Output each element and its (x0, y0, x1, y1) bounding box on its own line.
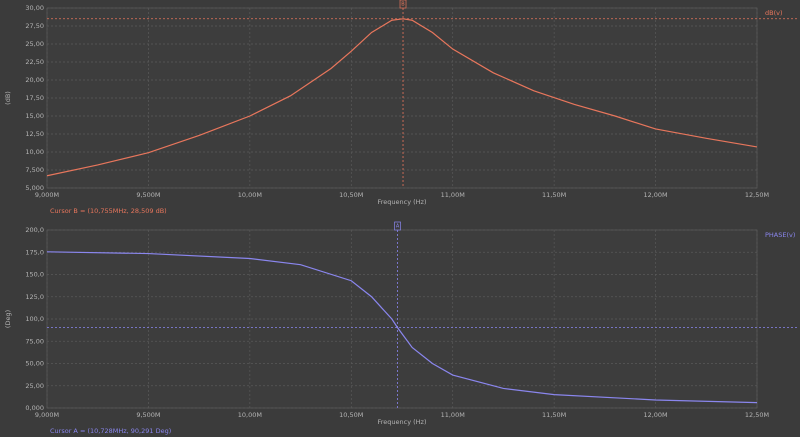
y-tick-label: 100,0 (25, 315, 44, 323)
y-tick-label: 12,50 (25, 130, 44, 138)
y-tick-label: 20,00 (25, 76, 44, 84)
cursor-flag (399, 0, 407, 9)
y-tick-label: 5,000 (25, 184, 44, 192)
y-tick-label: 7,500 (25, 166, 44, 174)
x-tick-label: 9,000M (35, 411, 59, 419)
legend-label: PHASE(v) (765, 231, 795, 239)
cursor-name: A (396, 224, 400, 230)
y-tick-label: 150,0 (25, 271, 44, 279)
x-axis-label: Frequency (Hz) (377, 418, 426, 426)
x-tick-label: 12,00M (643, 191, 667, 199)
x-tick-label: 9,500M (136, 411, 160, 419)
y-tick-label: 200,0 (25, 226, 44, 234)
plot-area (46, 229, 758, 409)
cursor-flag (394, 221, 401, 231)
x-tick-label: 10,50M (339, 191, 363, 199)
y-tick-label: 125,0 (25, 293, 44, 301)
y-tick-label: 17,50 (25, 94, 44, 102)
y-tick-label: 22,50 (25, 58, 44, 66)
x-tick-label: 12,50M (745, 191, 769, 199)
x-tick-label: 11,50M (542, 411, 566, 419)
x-tick-label: 12,00M (643, 411, 667, 419)
cursor-name: B (401, 2, 405, 8)
y-tick-label: 50,00 (25, 360, 44, 368)
y-tick-label: 10,00 (25, 148, 44, 156)
x-tick-label: 10,00M (238, 191, 262, 199)
y-tick-label: 15,00 (25, 112, 44, 120)
y-axis-label: (dB) (4, 91, 12, 105)
plot-area (46, 7, 758, 189)
y-axis-label: (Deg) (4, 310, 12, 328)
x-tick-label: 10,00M (238, 411, 262, 419)
x-tick-label: 12,50M (745, 411, 769, 419)
x-tick-label: 11,00M (441, 411, 465, 419)
legend-label: dB(v) (765, 9, 783, 17)
x-tick-label: 9,000M (35, 191, 59, 199)
x-tick-label: 11,00M (441, 191, 465, 199)
cursor-annotation: Cursor B = (10,755MHz, 28,509 dB) (50, 207, 167, 215)
y-tick-label: 25,00 (25, 382, 44, 390)
cursor-annotation: Cursor A = (10,728MHz, 90,291 Deg) (50, 427, 171, 435)
y-tick-label: 27,50 (25, 22, 44, 30)
y-tick-label: 0,000 (25, 404, 44, 412)
x-axis-label: Frequency (Hz) (377, 198, 426, 206)
x-tick-label: 11,50M (542, 191, 566, 199)
y-tick-label: 175,0 (25, 248, 44, 256)
y-tick-label: 75,00 (25, 337, 44, 345)
y-tick-label: 25,00 (25, 40, 44, 48)
y-tick-label: 30,00 (25, 4, 44, 12)
x-tick-label: 10,50M (339, 411, 363, 419)
x-tick-label: 9,500M (136, 191, 160, 199)
